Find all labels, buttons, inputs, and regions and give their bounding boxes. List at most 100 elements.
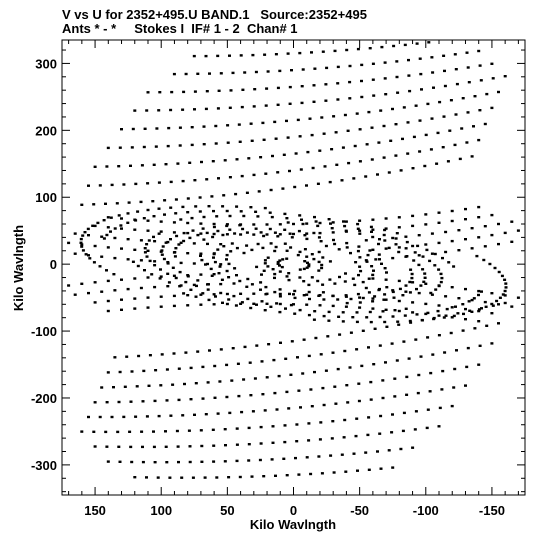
- uv-point: [477, 236, 481, 239]
- uv-point: [279, 341, 282, 344]
- y-tick-label: -100: [31, 324, 57, 339]
- uv-point: [394, 243, 398, 246]
- uv-point: [133, 297, 137, 300]
- uv-point: [253, 88, 257, 91]
- uv-point: [327, 319, 331, 322]
- uv-point: [152, 445, 156, 449]
- uv-point: [344, 295, 348, 298]
- uv-point: [285, 217, 289, 220]
- uv-point: [419, 355, 423, 358]
- uv-point: [136, 210, 140, 213]
- uv-point: [172, 294, 176, 298]
- uv-point: [302, 280, 306, 283]
- uv-point: [127, 201, 131, 204]
- uv-point: [271, 441, 275, 444]
- uv-point: [262, 138, 266, 141]
- uv-point: [159, 305, 163, 308]
- uv-point: [417, 254, 421, 257]
- uv-point: [142, 217, 146, 220]
- uv-point: [179, 218, 183, 221]
- uv-point: [336, 298, 340, 301]
- uv-point: [274, 137, 278, 140]
- uv-point: [177, 367, 181, 370]
- uv-point: [331, 231, 335, 234]
- uv-point: [227, 276, 231, 279]
- uv-point: [153, 399, 157, 403]
- uv-point: [337, 248, 341, 251]
- uv-point: [326, 335, 330, 338]
- uv-point: [255, 344, 259, 347]
- uv-point: [105, 401, 109, 404]
- uv-point: [203, 476, 207, 479]
- uv-point: [307, 439, 311, 442]
- uv-point: [414, 104, 418, 107]
- uv-point: [503, 301, 507, 305]
- uv-point: [356, 47, 360, 51]
- uv-point: [349, 297, 353, 301]
- uv-point: [329, 454, 333, 457]
- uv-point: [491, 77, 495, 80]
- uv-point: [271, 268, 275, 271]
- uv-point: [393, 395, 397, 398]
- uv-point: [316, 279, 320, 283]
- uv-point: [424, 282, 428, 285]
- uv-point: [194, 295, 198, 298]
- uv-point: [145, 109, 149, 112]
- uv-point: [321, 283, 325, 286]
- uv-point: [146, 296, 150, 299]
- uv-point: [219, 243, 223, 246]
- uv-point: [183, 382, 186, 386]
- y-tick-label: 100: [35, 190, 57, 205]
- uv-point: [270, 215, 274, 219]
- uv-point: [178, 144, 182, 147]
- uv-point: [410, 276, 414, 280]
- uv-point: [104, 430, 108, 434]
- uv-point: [259, 156, 263, 159]
- uv-point: [305, 293, 309, 296]
- uv-point: [391, 256, 395, 260]
- uv-point: [322, 298, 326, 301]
- uv-point: [153, 264, 157, 267]
- uv-point: [276, 262, 280, 265]
- uv-point: [382, 156, 386, 159]
- uv-point: [142, 145, 146, 149]
- uv-point: [442, 54, 446, 57]
- uv-point: [431, 71, 435, 74]
- uv-point: [477, 216, 481, 219]
- uv-point: [490, 213, 494, 217]
- uv-point: [289, 373, 293, 376]
- uv-point: [490, 292, 494, 295]
- uv-point: [417, 234, 421, 237]
- uv-point: [340, 179, 344, 182]
- uv-point: [359, 269, 363, 273]
- uv-point: [133, 218, 137, 221]
- uv-point: [176, 162, 180, 165]
- uv-point: [378, 287, 381, 291]
- uv-point: [345, 241, 349, 245]
- uv-point: [450, 239, 454, 243]
- uv-point: [483, 300, 487, 304]
- uv-point: [163, 213, 166, 216]
- uv-point: [174, 276, 178, 280]
- uv-point: [348, 97, 352, 100]
- uv-point: [225, 269, 229, 273]
- uv-point: [204, 54, 208, 58]
- uv-point: [190, 216, 194, 220]
- uv-point: [372, 363, 376, 366]
- uv-point: [344, 470, 348, 473]
- uv-point: [106, 371, 110, 374]
- uv-point: [323, 165, 327, 168]
- uv-point: [96, 221, 100, 225]
- uv-point: [497, 90, 500, 94]
- uv-point: [189, 288, 193, 291]
- uv-point: [250, 283, 254, 286]
- uv-point: [423, 164, 427, 168]
- uv-point: [331, 304, 335, 308]
- uv-point: [141, 460, 145, 464]
- uv-point: [402, 411, 406, 415]
- uv-point: [273, 120, 277, 124]
- uv-point: [227, 298, 231, 301]
- uv-point: [467, 81, 471, 84]
- uv-point: [490, 342, 494, 345]
- uv-point: [188, 161, 192, 164]
